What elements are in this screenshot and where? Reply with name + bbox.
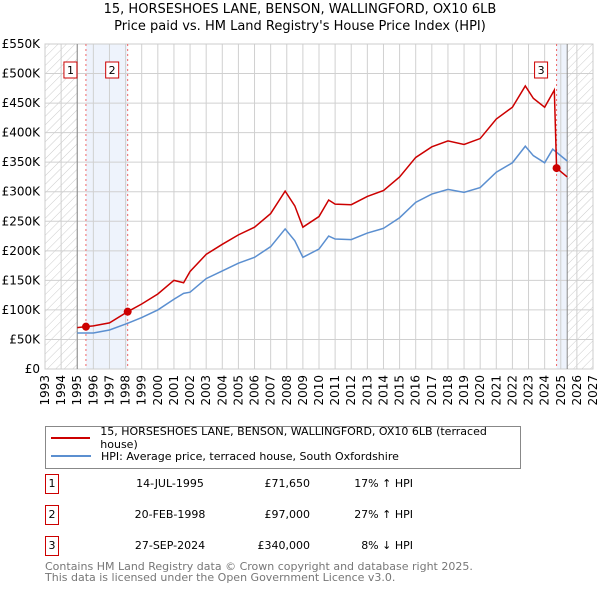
shaded-band [556, 44, 568, 369]
legend-item-hpi: HPI: Average price, terraced house, Sout… [46, 447, 399, 465]
sale-number: 1 [45, 474, 59, 494]
y-tick-label: £500K [2, 67, 42, 81]
x-tick-label: 1999 [135, 375, 149, 406]
sale-number: 2 [45, 505, 59, 525]
x-tick-label: 2026 [570, 375, 584, 406]
hpi-diff: 27% ↑ HPI [354, 508, 413, 521]
x-tick-label: 2023 [522, 375, 536, 406]
hpi-diff: 17% ↑ HPI [354, 477, 413, 490]
legend-item-property: 15, HORSESHOES LANE, BENSON, WALLINGFORD… [46, 425, 520, 451]
footer-copyright: Contains HM Land Registry data © Crown c… [45, 560, 473, 573]
y-tick-label: £450K [2, 96, 42, 110]
table-row: 1 14-JUL-1995 £71,650 17% ↑ HPI [45, 474, 445, 494]
sale-label: 3 [538, 64, 545, 77]
y-tick-label: £50K [9, 332, 41, 346]
x-tick-label: 1995 [70, 375, 84, 406]
sale-date: 20-FEB-1998 [134, 508, 206, 521]
table-row: 2 20-FEB-1998 £97,000 27% ↑ HPI [45, 505, 445, 525]
x-tick-label: 2022 [505, 375, 519, 406]
x-tick-label: 2019 [457, 375, 471, 406]
x-tick-label: 2015 [393, 375, 407, 406]
x-tick-label: 2008 [280, 375, 294, 406]
legend-label: 15, HORSESHOES LANE, BENSON, WALLINGFORD… [100, 425, 487, 451]
x-tick-label: 2004 [215, 375, 229, 406]
x-tick-label: 2006 [248, 375, 262, 406]
x-tick-label: 2025 [554, 375, 568, 406]
plot-border [44, 43, 594, 370]
y-tick-label: £550K [2, 37, 42, 51]
shaded-band [85, 44, 128, 369]
sale-price: £97,000 [264, 508, 311, 521]
legend-swatch-red [51, 437, 91, 439]
sale-date: 27-SEP-2024 [134, 539, 206, 552]
x-tick-label: 2011 [328, 375, 342, 406]
y-tick-label: £100K [2, 303, 42, 317]
sale-label: 2 [109, 64, 116, 77]
legend-swatch-blue [51, 455, 91, 457]
property-price-line [77, 84, 568, 329]
legend-label: HPI: Average price, terraced house, Sout… [101, 449, 399, 463]
x-tick-label: 1994 [54, 375, 68, 406]
y-tick-label: £250K [2, 214, 42, 228]
x-tick-label: 2016 [409, 375, 423, 406]
x-tick-label: 2014 [376, 375, 390, 406]
y-tick-label: £0 [25, 362, 40, 376]
x-tick-label: 1998 [119, 375, 133, 406]
legend: 15, HORSESHOES LANE, BENSON, WALLINGFORD… [45, 425, 521, 469]
sale-label-box [534, 61, 549, 79]
chart-subtitle: Price paid vs. HM Land Registry's House … [114, 19, 486, 34]
x-tick-label: 2017 [425, 375, 439, 406]
y-tick-label: £400K [2, 126, 42, 140]
x-tick-label: 2003 [199, 375, 213, 406]
y-tick-label: £150K [2, 273, 42, 287]
hpi-diff: 8% ↓ HPI [361, 539, 413, 552]
x-tick-label: 2002 [183, 375, 197, 406]
sale-number: 3 [45, 536, 59, 556]
sale-point [123, 307, 132, 316]
sale-price: £340,000 [257, 539, 311, 552]
x-tick-label: 2010 [312, 375, 326, 406]
y-tick-label: £350K [2, 155, 42, 169]
sale-date: 14-JUL-1995 [136, 477, 204, 490]
x-tick-label: 2013 [360, 375, 374, 406]
x-tick-label: 2020 [473, 375, 487, 406]
x-tick-label: 2001 [167, 375, 181, 406]
sale-point [81, 322, 90, 331]
sale-label: 1 [67, 64, 74, 77]
x-tick-label: 2012 [344, 375, 358, 406]
x-tick-label: 2027 [586, 375, 600, 406]
x-tick-label: 2005 [231, 375, 245, 406]
sale-label-box [63, 61, 78, 79]
sale-label-box [105, 61, 120, 79]
x-tick-label: 2021 [489, 375, 503, 406]
x-tick-label: 1997 [102, 375, 116, 406]
x-tick-label: 1993 [38, 375, 52, 406]
chart-title: 15, HORSESHOES LANE, BENSON, WALLINGFORD… [103, 2, 497, 17]
y-tick-label: £200K [2, 244, 42, 258]
x-tick-label: 2009 [296, 375, 310, 406]
sale-price: £71,650 [264, 477, 311, 490]
x-tick-label: 2007 [264, 375, 278, 406]
table-row: 3 27-SEP-2024 £340,000 8% ↓ HPI [45, 536, 445, 556]
x-tick-label: 1996 [86, 375, 100, 406]
x-tick-label: 2024 [538, 375, 552, 406]
hatched-region-after [567, 44, 593, 369]
hpi-line [77, 145, 568, 334]
x-tick-label: 2018 [441, 375, 455, 406]
y-tick-label: £300K [2, 185, 42, 199]
x-tick-label: 2000 [151, 375, 165, 406]
sale-point [552, 164, 561, 173]
footer-licence: This data is licensed under the Open Gov… [45, 571, 396, 584]
price-chart: 1993 1994 1995 1996 1997 1998 1999 2000 2001 2002… [2, 37, 600, 406]
